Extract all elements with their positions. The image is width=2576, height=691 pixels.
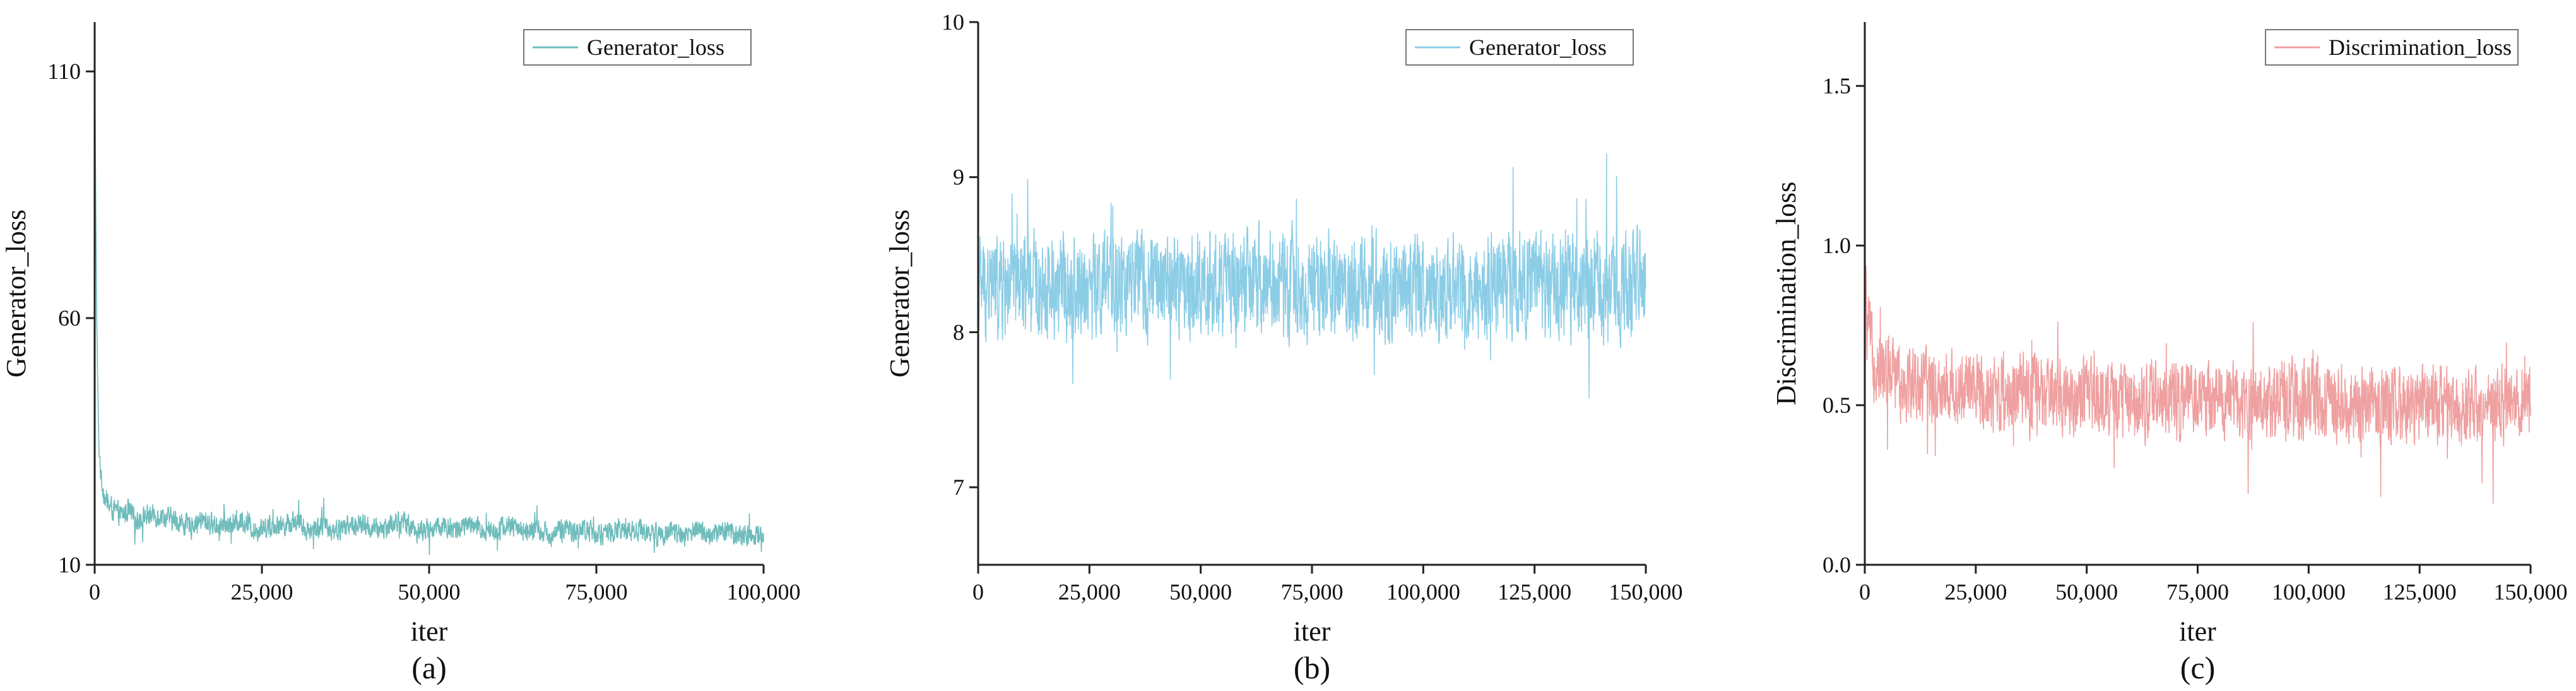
- legend-label: Generator_loss: [587, 35, 724, 60]
- series-line-1-1: [94, 52, 764, 555]
- y-tick-label: 0.0: [1823, 552, 1851, 577]
- x-axis-label: iter: [2179, 616, 2216, 647]
- x-axis-label: iter: [411, 616, 448, 647]
- x-tick-label: 50,000: [1169, 579, 1232, 605]
- y-axis-label: Generator_loss: [1, 210, 32, 377]
- x-tick-label: 50,000: [398, 579, 461, 605]
- panel-caption: (c): [2180, 650, 2216, 685]
- x-tick-label: 150,000: [1609, 579, 1683, 605]
- series-line-2-1: [978, 153, 1646, 399]
- y-tick-label: 8: [953, 319, 964, 345]
- y-tick-label: 1.5: [1823, 73, 1851, 98]
- x-tick-label: 25,000: [1944, 579, 2007, 605]
- panel-caption: (b): [1294, 650, 1330, 685]
- y-tick-label: 1.0: [1823, 233, 1851, 258]
- x-tick-label: 50,000: [2055, 579, 2118, 605]
- y-tick-label: 7: [953, 475, 964, 500]
- chart-panel-1: 0 25,000 50,000 75,000 100,000 10 60 110 iter Gen…: [1, 22, 801, 685]
- y-tick-label: 10: [942, 9, 964, 35]
- x-tick-label: 125,000: [1498, 579, 1571, 605]
- x-tick-label: 0: [89, 579, 100, 605]
- x-axis-label: iter: [1294, 616, 1331, 647]
- legend-label: Generator_loss: [1469, 35, 1607, 60]
- y-axis-label: Generator_loss: [884, 210, 915, 377]
- x-tick-label: 75,000: [565, 579, 628, 605]
- x-tick-label: 25,000: [1058, 579, 1121, 605]
- x-tick-label: 125,000: [2383, 579, 2457, 605]
- series-line-3-1: [1864, 258, 2531, 504]
- y-tick-label: 110: [47, 59, 81, 84]
- x-tick-label: 100,000: [727, 579, 801, 605]
- x-tick-label: 25,000: [231, 579, 293, 605]
- x-tick-label: 0: [1859, 579, 1870, 605]
- y-axis-label: Discrimination_loss: [1771, 182, 1802, 405]
- x-tick-label: 75,000: [1281, 579, 1344, 605]
- y-tick-label: 60: [58, 305, 81, 331]
- x-tick-label: 100,000: [2272, 579, 2346, 605]
- x-tick-label: 75,000: [2166, 579, 2229, 605]
- y-tick-label: 10: [58, 552, 81, 577]
- x-tick-label: 100,000: [1386, 579, 1460, 605]
- legend-label: Discrimination_loss: [2329, 35, 2512, 60]
- x-tick-label: 150,000: [2494, 579, 2568, 605]
- chart-panel-2: 0 25,000 50,000 75,000 100,000 125,000 150,000…: [884, 9, 1683, 685]
- legend-box: [523, 29, 752, 66]
- panel-caption: (a): [411, 650, 447, 685]
- x-tick-label: 0: [972, 579, 984, 605]
- y-tick-label: 9: [953, 165, 964, 190]
- y-tick-label: 0.5: [1823, 393, 1851, 418]
- chart-panel-3: 0 25,000 50,000 75,000 100,000 125,000 150,000…: [1771, 22, 2568, 685]
